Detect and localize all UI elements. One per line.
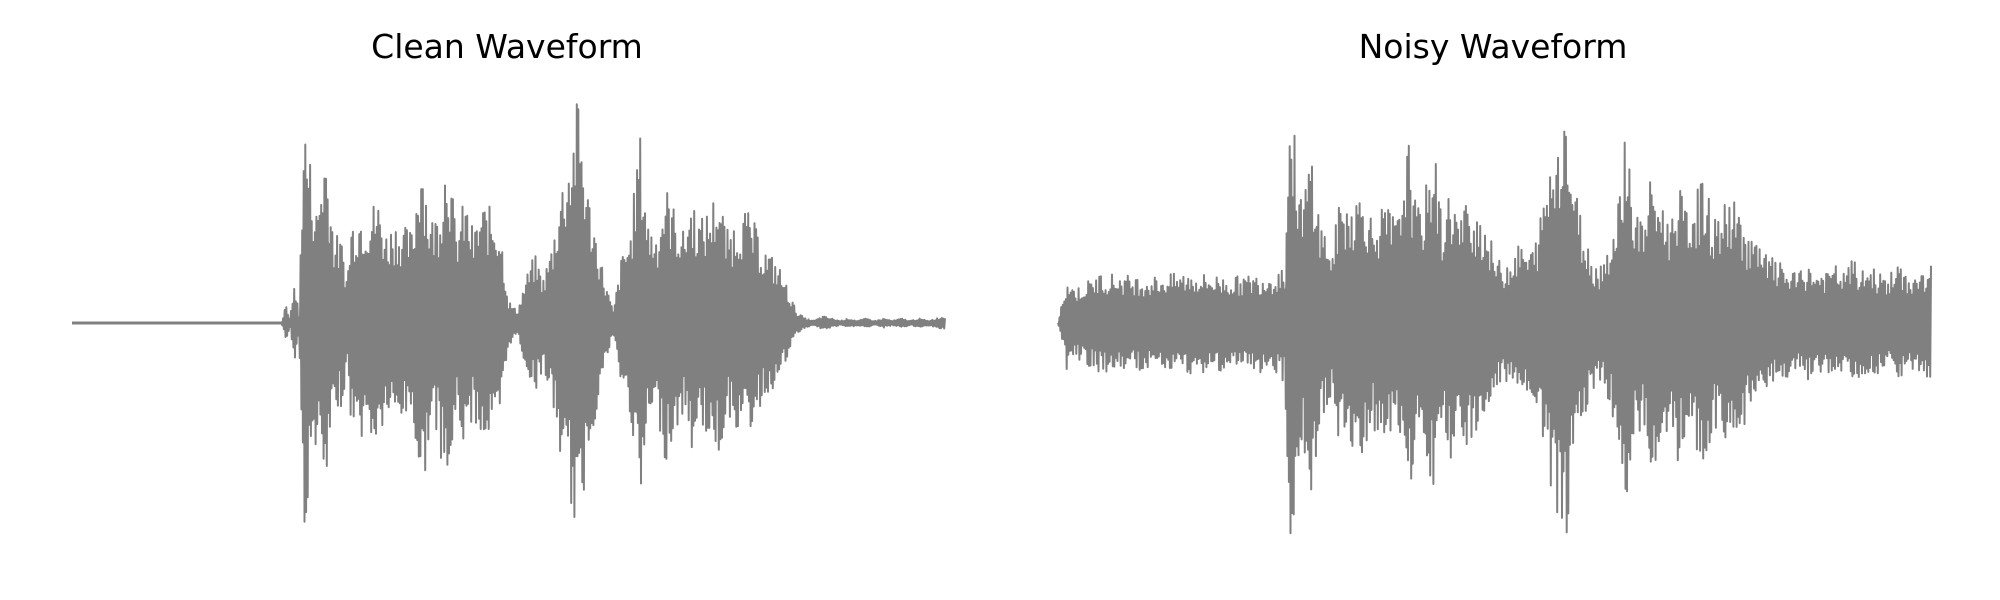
clean-waveform-plot [71, 103, 946, 523]
noisy-waveform-plot [1057, 130, 1932, 535]
clean-waveform-title: Clean Waveform [371, 27, 643, 66]
waveform-envelope [72, 195, 945, 451]
noisy-waveform-title: Noisy Waveform [1359, 27, 1628, 66]
waveform-envelope [1058, 195, 1931, 451]
clean-waveform-panel: Clean Waveform [71, 27, 946, 523]
noisy-waveform-panel: Noisy Waveform [1057, 27, 1932, 535]
